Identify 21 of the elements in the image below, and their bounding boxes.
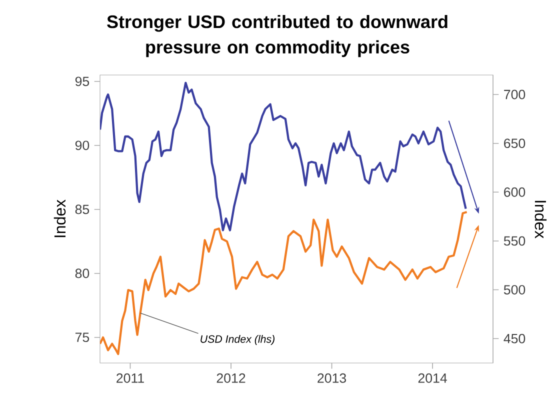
text: USD Index (lhs) <box>200 334 274 345</box>
chart-title: Stronger USD contributed to downward pressure on commodity prices <box>107 14 448 58</box>
y2-tick-label: 500 <box>504 285 526 294</box>
y-axis-title: Index <box>54 200 66 238</box>
y2-tick-label: 550 <box>504 236 526 246</box>
x-tick-label: 2012 <box>216 373 246 383</box>
y-tick-label: 90 <box>75 140 90 150</box>
x-tick-label: 2013 <box>318 373 346 383</box>
y-tick-label: 95 <box>75 76 90 86</box>
y2-tick-label: 450 <box>504 334 526 344</box>
y-tick-label: 80 <box>75 268 90 278</box>
x-tick-label: 2014 <box>418 373 447 383</box>
y2-tick-label: 650 <box>504 138 526 148</box>
y2-axis-title: Index <box>534 200 547 238</box>
line-series <box>100 82 467 232</box>
y-tick-label: 75 <box>75 332 90 342</box>
y-tick-label: 85 <box>75 204 90 214</box>
x-tick-label: 2011 <box>116 373 144 383</box>
y2-tick-label: 600 <box>504 187 526 197</box>
line-series <box>100 210 468 356</box>
y2-tick-label: 700 <box>504 90 526 100</box>
